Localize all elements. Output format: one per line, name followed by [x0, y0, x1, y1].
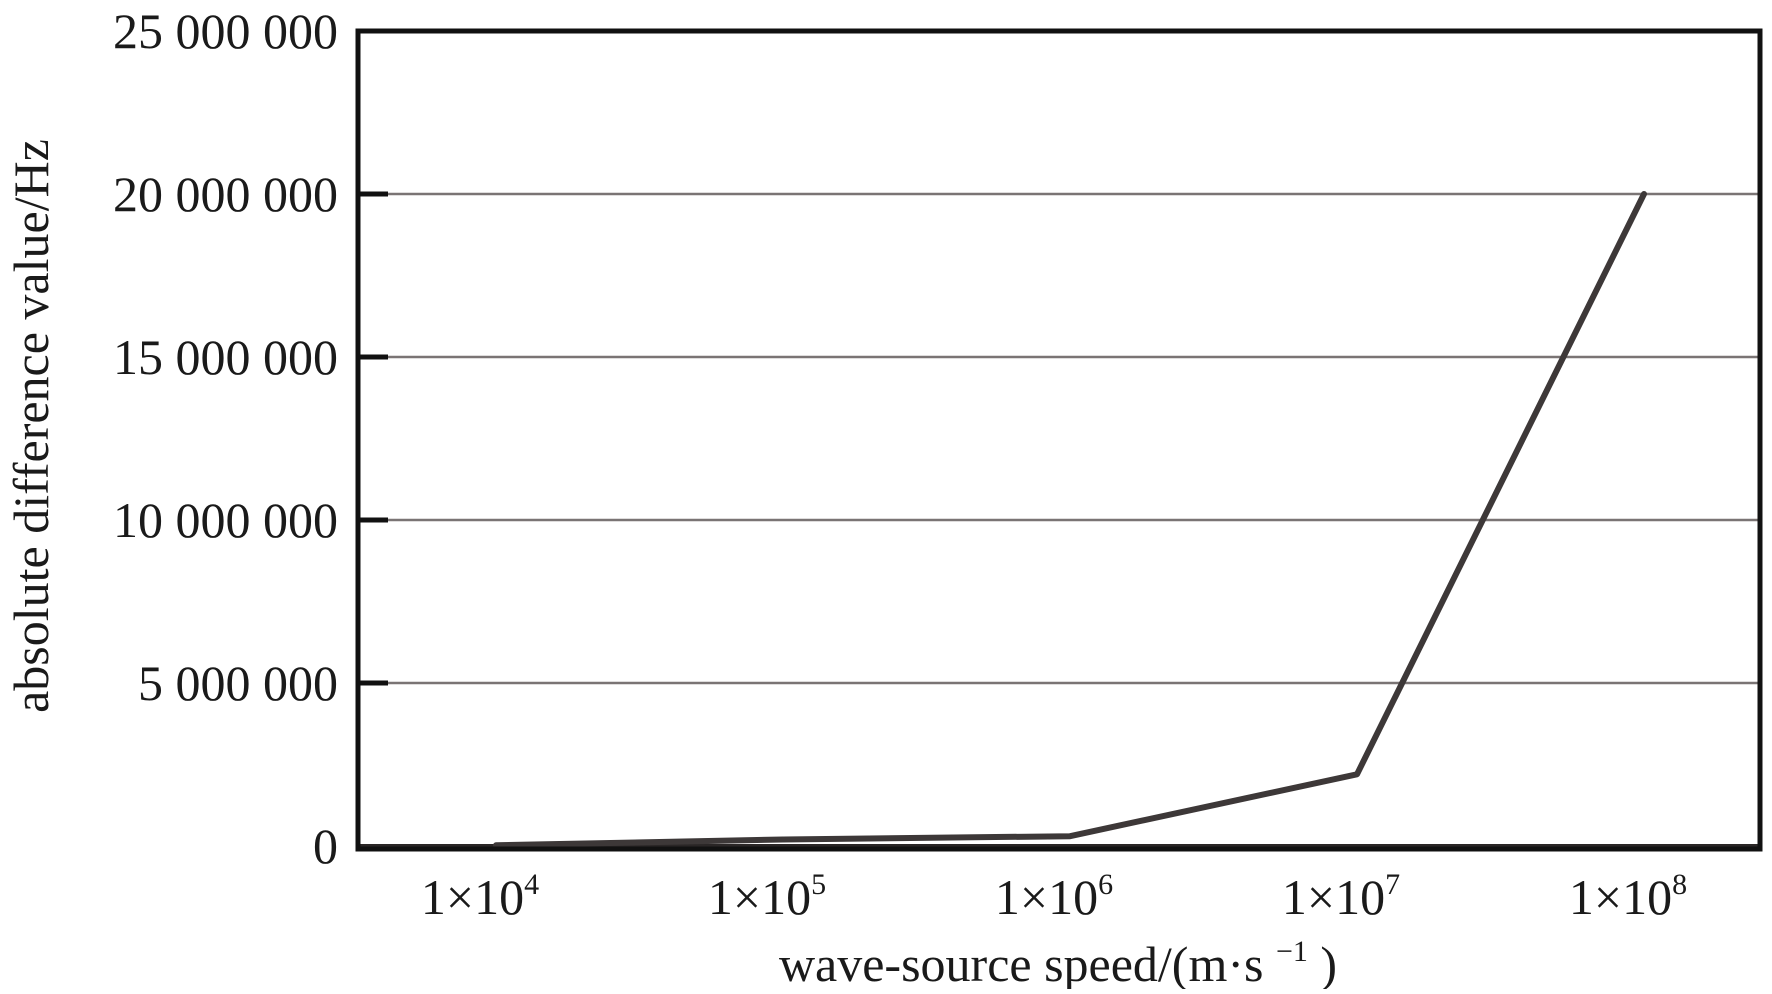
x-tick-label: 1×104 [421, 868, 539, 925]
data-point [780, 836, 786, 842]
y-tick-label: 5 000 000 [138, 655, 338, 711]
y-tick-label: 15 000 000 [113, 329, 338, 385]
series-layer [493, 191, 1647, 849]
y-tick-label: 20 000 000 [113, 166, 338, 222]
x-tick-label: 1×107 [1282, 868, 1400, 925]
x-tick-label: 1×108 [1569, 868, 1687, 925]
y-tick-label: 25 000 000 [113, 3, 338, 59]
y-tick-label: 0 [313, 818, 338, 874]
y-axis-title: absolute difference value/Hz [3, 139, 59, 713]
data-point [1641, 191, 1647, 197]
data-point [1354, 771, 1360, 777]
x-axis-title: wave-source speed/(m·s −1 ) [779, 916, 1337, 989]
x-axis-title-close: ) [1320, 936, 1337, 989]
x-axis: 1×104 1×105 1×106 1×107 1×108 [421, 868, 1687, 925]
x-axis-title-main: wave-source speed/(m·s [779, 936, 1264, 989]
y-axis: 0 5 000 000 10 000 000 15 000 000 20 000 000… [113, 3, 388, 874]
x-tick-label: 1×105 [708, 868, 826, 925]
y-tick-label: 10 000 000 [113, 492, 338, 548]
grid-lines [358, 192, 1760, 848]
plot-frame [355, 28, 1763, 852]
x-axis-title-sup: −1 [1276, 935, 1308, 968]
data-point [1067, 833, 1073, 839]
x-tick-label: 1×106 [995, 868, 1113, 925]
